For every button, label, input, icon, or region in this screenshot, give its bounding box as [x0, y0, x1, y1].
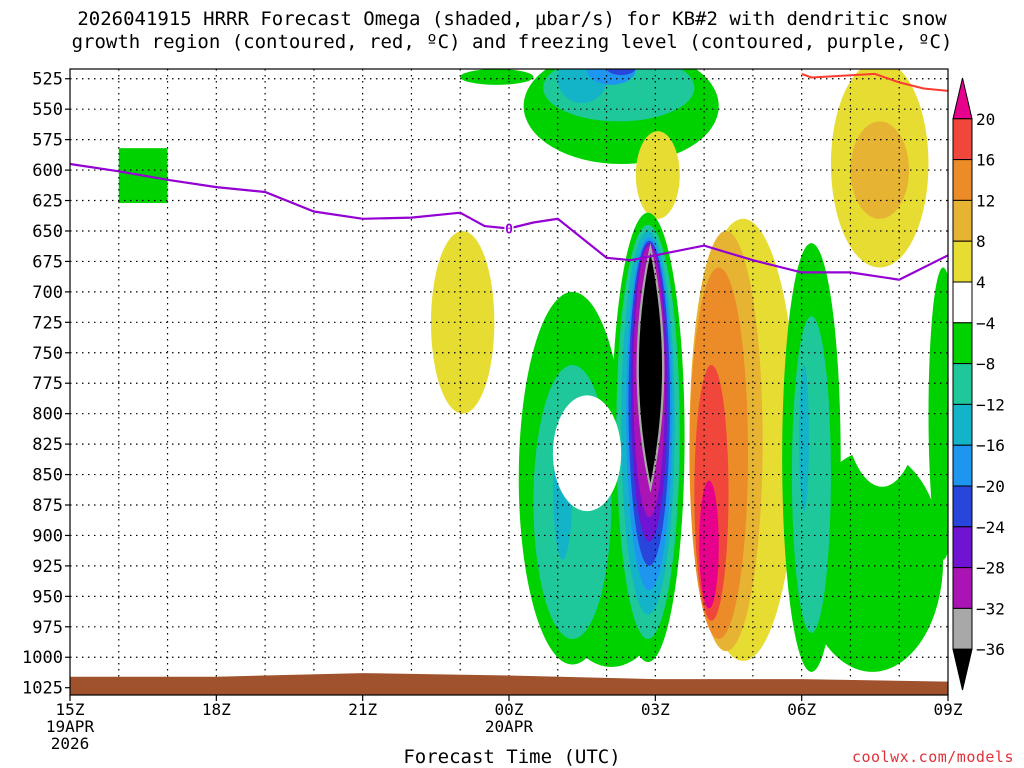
y-tick-label-750: 750 [32, 344, 63, 364]
x-tick-label-15Z: 15Z [56, 700, 85, 719]
y-tick-label-550: 550 [32, 100, 63, 120]
colorbar-swatch-neg_24_20 [952, 485, 973, 528]
omega-region-neg-12-8 [791, 316, 831, 633]
y-tick-label-1000: 1000 [22, 648, 63, 668]
colorbar-swatch-neutral [952, 281, 973, 324]
y-tick-label-700: 700 [32, 283, 63, 303]
x-tick-label-03Z: 03Z [641, 700, 670, 719]
y-tick-label-975: 975 [32, 618, 63, 638]
omega-region-pos8-12 [850, 121, 909, 219]
y-tick-label-900: 900 [32, 526, 63, 546]
colorbar-label-1: 16 [976, 151, 995, 170]
ground-surface [70, 673, 948, 695]
y-tick-label-850: 850 [32, 466, 63, 486]
colorbar-swatch-neg_20_16 [952, 444, 973, 487]
y-tick-label-825: 825 [32, 435, 63, 455]
omega-neutral-gap [840, 279, 924, 487]
colorbar-label-9: −20 [976, 477, 1005, 496]
colorbar-swatch-pos12_16 [952, 159, 973, 201]
x-axis-title: Forecast Time (UTC) [403, 746, 621, 768]
y-tick-label-525: 525 [32, 70, 63, 90]
y-tick-label-675: 675 [32, 252, 63, 272]
y-tick-label-1025: 1025 [22, 679, 63, 699]
colorbar-label-11: −28 [976, 559, 1005, 578]
omega-region-neg-16-12 [799, 364, 809, 512]
omega-region-pos20 [699, 480, 719, 609]
colorbar-swatch-neg_8_4 [952, 322, 973, 365]
colorbar-swatch-neg_32_28 [952, 567, 973, 609]
colorbar-swatch-pos4_8 [952, 240, 973, 283]
y-tick-label-600: 600 [32, 161, 63, 181]
colorbar-label-7: −12 [976, 395, 1005, 414]
colorbar-swatch-pos8_12 [952, 199, 973, 242]
y-tick-label-800: 800 [32, 405, 63, 425]
omega-region-neg-8-4 [801, 450, 944, 672]
x-tick-label-00Z: 00Z [495, 700, 524, 719]
omega-region-neg-8-4 [460, 69, 534, 85]
colorbar-label-5: −4 [976, 314, 995, 333]
x-tick-label-21Z: 21Z [348, 700, 377, 719]
colorbar-label-6: −8 [976, 355, 995, 374]
y-tick-label-950: 950 [32, 587, 63, 607]
colorbar-label-3: 8 [976, 232, 986, 251]
y-tick-label-925: 925 [32, 557, 63, 577]
chart-title: 2026041915 HRRR Forecast Omega (shaded, … [0, 8, 1024, 54]
ground-fill [70, 673, 948, 695]
omega-region-neg-8-4 [928, 267, 948, 560]
omega-region-neg-lt36 [638, 252, 663, 484]
freezing-level-line [70, 162, 948, 281]
credit-text: coolwx.com/models [851, 748, 1014, 766]
colorbar-label-4: 4 [976, 273, 986, 292]
x-tick-sublabel-19APR: 19APR [46, 717, 95, 736]
contour-lines: 0 [70, 72, 948, 281]
omega-region-pos4-8 [430, 230, 495, 414]
y-tick-label-650: 650 [32, 222, 63, 242]
omega-shading [118, 69, 948, 672]
colorbar-swatch-neg_36_32 [952, 607, 973, 650]
y-tick-label-625: 625 [32, 192, 63, 212]
x-tick-label-18Z: 18Z [202, 700, 231, 719]
colorbar-label-13: −36 [976, 640, 1005, 659]
omega-neutral-gap [552, 395, 622, 512]
chart-title-line1: 2026041915 HRRR Forecast Omega (shaded, … [77, 8, 947, 30]
colorbar-swatch-pos20 [952, 77, 973, 120]
colorbar-swatch-neg_12_8 [952, 363, 973, 405]
colorbar-label-2: 12 [976, 191, 995, 210]
x-tick-sublabel-20APR: 20APR [485, 717, 534, 736]
colorbar-swatch-neg_16_12 [952, 403, 973, 446]
axes: 525 550 575 600 625 650 675 700 725 750 775 800 825 8… [22, 68, 963, 753]
y-tick-label-575: 575 [32, 131, 63, 151]
colorbar-swatch-neg_28_24 [952, 526, 973, 569]
x-tick-sublabel-2026: 2026 [51, 734, 90, 753]
freezing-level-label: 0 [505, 223, 513, 238]
omega-region-pos4-8 [635, 131, 680, 219]
chart-title-line2: growth region (contoured, red, ºC) and f… [71, 31, 953, 53]
colorbar-swatch-pos16_20 [952, 118, 973, 161]
omega-region-neg-24-20 [606, 69, 636, 76]
colorbar-label-8: −16 [976, 436, 1005, 455]
dgz-contour-line [801, 72, 948, 92]
y-tick-label-775: 775 [32, 374, 63, 394]
y-tick-label-725: 725 [32, 313, 63, 333]
grid-lines [70, 69, 948, 695]
colorbar-label-0: 20 [976, 110, 995, 129]
plot-area: 0 [70, 69, 948, 695]
x-tick-label-06Z: 06Z [787, 700, 816, 719]
y-tick-label-875: 875 [32, 496, 63, 516]
colorbar: 20 16 12 8 4 −4 −8 −12 −16 −20 −24 −28 −32 −36 [952, 77, 1005, 691]
colorbar-label-12: −32 [976, 599, 1005, 618]
x-tick-label-09Z: 09Z [934, 700, 963, 719]
colorbar-swatch-neg_lt36 [952, 648, 973, 691]
colorbar-label-10: −24 [976, 518, 1005, 537]
